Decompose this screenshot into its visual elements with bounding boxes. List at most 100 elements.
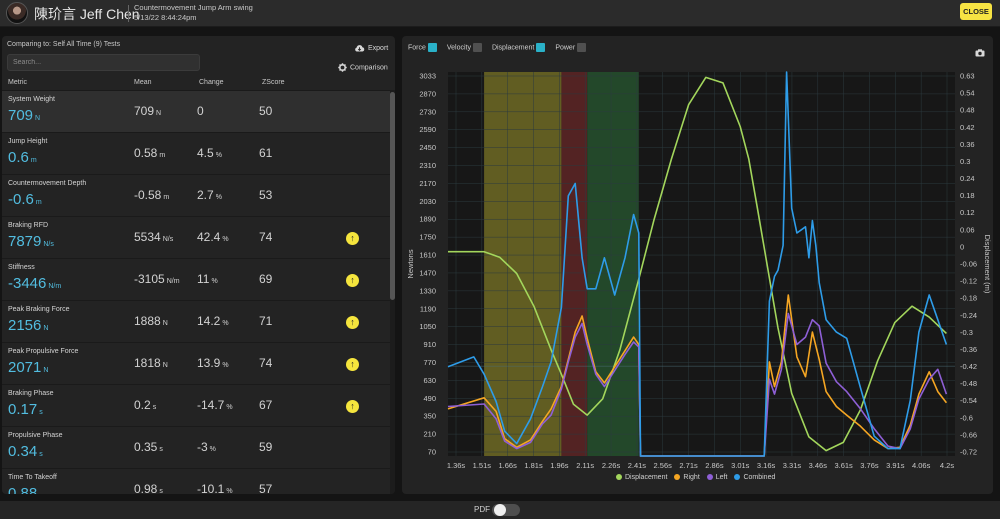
metric-change-unit: % <box>215 152 222 159</box>
column-zscore[interactable]: ZScore <box>262 79 285 86</box>
arrow-up-icon[interactable]: ↑ <box>346 358 359 371</box>
metric-mean: 0.58 m <box>134 146 165 160</box>
search-input[interactable] <box>7 54 200 71</box>
table-row[interactable]: Countermovement Depth -0.6 m -0.58 m 2.7% 53 <box>2 174 390 216</box>
toggle-displacement[interactable]: Displacement <box>492 43 551 52</box>
metric-name: Propulsive Phase <box>8 432 63 439</box>
metric-zscore: 57 <box>259 482 273 494</box>
column-metric[interactable]: Metric <box>8 79 28 86</box>
phase-band <box>587 72 639 456</box>
metric-change-unit: % <box>215 194 222 201</box>
metric-change-value: 13.9 <box>197 356 221 370</box>
x-tick-label: 4.06s <box>912 461 931 470</box>
y-tick-label: 2310 <box>419 161 436 170</box>
y2-tick-label: 0.24 <box>960 174 975 183</box>
athlete-name: 陳玠言 Jeff Chen <box>34 6 140 22</box>
y2-tick-label: 0.42 <box>960 123 975 132</box>
metric-zscore: 50 <box>259 104 273 118</box>
toggle-checkbox[interactable] <box>536 43 546 52</box>
y-tick-label: 910 <box>423 340 436 349</box>
table-row[interactable]: Peak Braking Force 2156 N 1888 N 14.2% 71 ↑ <box>2 300 390 342</box>
column-change[interactable]: Change <box>199 79 224 86</box>
metric-zscore: 53 <box>259 188 273 202</box>
metric-change: 2.7% <box>197 188 222 202</box>
table-row[interactable]: System Weight 709 N 709 N 0 50 <box>2 90 390 132</box>
metric-change: 11% <box>197 272 218 286</box>
legend-item[interactable]: Combined <box>734 474 775 481</box>
y2-tick-label: -0.54 <box>960 396 977 405</box>
arrow-up-icon[interactable]: ↑ <box>346 274 359 287</box>
header-bar: 陳玠言 Jeff Chen Countermovement Jump Arm s… <box>0 0 1000 27</box>
y-tick-label: 1050 <box>419 322 436 331</box>
test-date: 5/13/22 8:44:24pm <box>134 13 197 22</box>
footer-bar: PDF <box>0 501 1000 519</box>
legend-label: Right <box>683 474 700 481</box>
y2-tick-label: -0.6 <box>960 413 973 422</box>
metric-value-number: 0.17 <box>8 401 38 418</box>
y-tick-label: 770 <box>423 358 436 367</box>
toggle-force[interactable]: Force <box>408 43 443 52</box>
x-tick-label: 1.36s <box>447 461 466 470</box>
x-tick-label: 2.26s <box>602 461 621 470</box>
x-tick-label: 3.31s <box>783 461 802 470</box>
toggle-checkbox[interactable] <box>472 43 482 52</box>
x-tick-label: 3.91s <box>886 461 905 470</box>
metric-value-unit: N/s <box>43 241 54 248</box>
pdf-toggle-knob[interactable] <box>494 504 506 516</box>
comparison-button[interactable]: Comparison <box>338 63 388 72</box>
metric-value-number: 2071 <box>8 359 42 376</box>
y2-tick-label: -0.42 <box>960 362 977 371</box>
metric-name: Braking Phase <box>8 390 54 397</box>
metric-name: Peak Braking Force <box>8 306 70 313</box>
table-row[interactable]: Jump Height 0.6 m 0.58 m 4.5% 61 <box>2 132 390 174</box>
scrollbar-thumb[interactable] <box>390 92 395 300</box>
metric-mean-value: 0.2 <box>134 398 151 412</box>
metric-value-number: 0.88 <box>8 485 38 494</box>
metric-value: 0.6 m <box>8 149 37 166</box>
metric-mean: 0.98 s <box>134 482 163 494</box>
legend-item[interactable]: Right <box>674 474 700 481</box>
table-row[interactable]: Stiffness -3446 N/m -3105 N/m 11% 69 ↑ <box>2 258 390 300</box>
metric-mean-value: 709 <box>134 104 155 118</box>
table-row[interactable]: Braking RFD 7879 N/s 5534 N/s 42.4% 74 ↑ <box>2 216 390 258</box>
metric-value: -3446 N/m <box>8 275 61 292</box>
pdf-label: PDF <box>474 505 490 514</box>
y2-tick-label: -0.66 <box>960 430 977 439</box>
export-button[interactable]: Export <box>354 44 388 52</box>
metric-change-value: 42.4 <box>197 230 221 244</box>
close-button[interactable]: CLOSE <box>960 3 992 20</box>
arrow-up-icon[interactable]: ↑ <box>346 400 359 413</box>
metric-mean-unit: s <box>159 446 163 453</box>
arrow-up-icon[interactable]: ↑ <box>346 232 359 245</box>
metric-change: 42.4% <box>197 230 229 244</box>
column-mean[interactable]: Mean <box>134 79 152 86</box>
x-tick-label: 3.76s <box>860 461 879 470</box>
table-row[interactable]: Peak Propulsive Force 2071 N 1818 N 13.9% 74 ↑ <box>2 342 390 384</box>
metric-value-unit: s <box>39 451 43 458</box>
metric-name: Jump Height <box>8 138 48 145</box>
toggle-velocity[interactable]: Velocity <box>447 43 488 52</box>
y2-tick-label: -0.3 <box>960 328 973 337</box>
legend-label: Left <box>715 474 728 481</box>
metric-change: 0 <box>197 104 206 118</box>
y-tick-label: 210 <box>423 430 436 439</box>
toggle-checkbox[interactable] <box>577 43 587 52</box>
x-tick-label: 3.46s <box>809 461 828 470</box>
legend-item[interactable]: Left <box>706 474 728 481</box>
force-chart[interactable]: 3033 2870 2730 2590 2450 2310 2170 2030 1890 1750… <box>402 64 993 474</box>
table-row[interactable]: Propulsive Phase 0.34 s 0.35 s -3% 59 <box>2 426 390 468</box>
arrow-up-icon[interactable]: ↑ <box>346 316 359 329</box>
toggle-power[interactable]: Power <box>555 43 592 52</box>
x-tick-label: 2.11s <box>576 461 594 470</box>
metric-name: Braking RFD <box>8 222 49 229</box>
metrics-panel: Comparing to: Self All Time (9) Tests Ex… <box>2 36 395 494</box>
toggle-label: Displacement <box>491 44 535 52</box>
table-row[interactable]: Braking Phase 0.17 s 0.2 s -14.7% 67 ↑ <box>2 384 390 426</box>
legend-dot <box>706 474 713 480</box>
metric-change: -14.7% <box>197 398 233 412</box>
toggle-checkbox[interactable] <box>427 43 437 52</box>
legend-item[interactable]: Displacement <box>616 474 667 481</box>
table-row[interactable]: Time To Takeoff 0.88 0.98 s -10.1% 57 <box>2 468 390 494</box>
screenshot-button[interactable] <box>975 44 985 62</box>
